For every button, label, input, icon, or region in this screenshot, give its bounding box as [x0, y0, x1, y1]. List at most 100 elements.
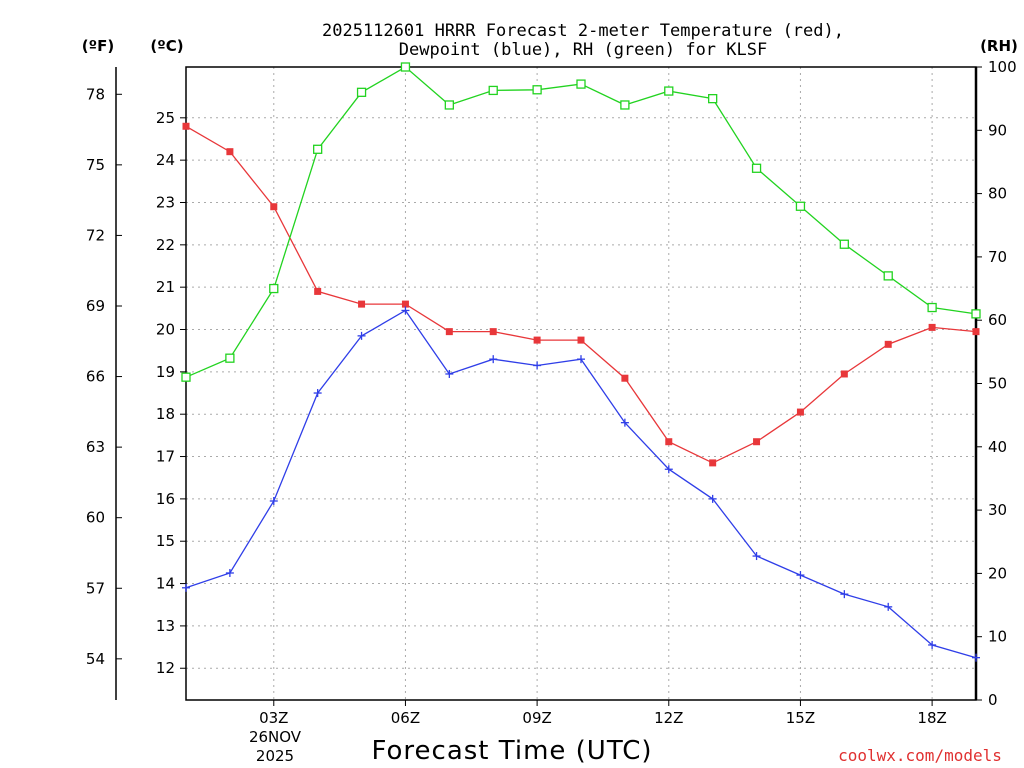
rh-point [444, 100, 454, 110]
celsius-tick-label: 15 [156, 532, 175, 550]
celsius-tick-label: 25 [156, 109, 175, 127]
series-temperature [182, 122, 980, 467]
plot-frame [185, 66, 977, 701]
dewpoint-point [489, 355, 498, 364]
rh-tick-label: 20 [988, 564, 1007, 582]
fahrenheit-tick-label: 60 [86, 509, 105, 527]
fahrenheit-tick-label: 54 [86, 650, 105, 668]
rh-point [620, 100, 630, 110]
temperature-point [665, 438, 673, 446]
celsius-tick-label: 17 [156, 448, 175, 466]
temperature-point [314, 287, 322, 295]
rh-tick-label: 70 [988, 248, 1007, 266]
dewpoint-point [708, 494, 717, 503]
rh-point [356, 87, 367, 97]
temperature-point [358, 300, 366, 308]
dewpoint-point [269, 496, 278, 505]
dewpoint-point [182, 583, 190, 592]
temperature-point [577, 336, 585, 344]
rh-point [795, 201, 806, 211]
credit-link[interactable]: coolwx.com/models [838, 746, 1002, 765]
grid-lines [186, 67, 976, 700]
dewpoint-point [313, 389, 322, 398]
temperature-point [753, 438, 761, 446]
rh-point [971, 309, 981, 319]
celsius-tick-label: 16 [156, 490, 175, 508]
fahrenheit-tick-label: 66 [86, 368, 105, 386]
celsius-tick-label: 24 [156, 151, 175, 169]
rh-tick-label: 0 [988, 691, 998, 709]
dewpoint-point [928, 640, 937, 649]
dewpoint-point [884, 602, 893, 611]
temperature-point [182, 122, 190, 130]
dewpoint-point [445, 369, 454, 378]
series-rh [181, 62, 981, 382]
temperature-point [840, 370, 848, 378]
x-tick-label: 03Z [259, 709, 288, 727]
rh-tick-label: 10 [988, 628, 1007, 646]
rh-point [883, 271, 893, 281]
rh-point [269, 283, 279, 294]
rh-unit-label: (RH) [980, 37, 1018, 55]
series-dewpoint [182, 306, 980, 662]
celsius-tick-label: 18 [156, 405, 175, 423]
temperature-point [796, 408, 804, 416]
fahrenheit-tick-label: 63 [86, 438, 105, 456]
celsius-unit-label: (ºC) [150, 37, 183, 55]
dewpoint-point [796, 571, 805, 580]
celsius-tick-label: 14 [156, 575, 175, 593]
rh-point [751, 163, 762, 173]
rh-point [839, 239, 849, 249]
temperature-point [270, 203, 278, 211]
temperature-point [226, 148, 234, 156]
x-date-line1: 26NOV [249, 728, 302, 746]
rh-point [313, 144, 323, 154]
temperature-point [884, 340, 892, 348]
fahrenheit-tick-label: 78 [86, 85, 105, 103]
dewpoint-point [357, 331, 366, 340]
temperature-point [621, 374, 629, 382]
rh-tick-label: 60 [988, 311, 1007, 329]
rh-line [185, 66, 977, 378]
rh-point [532, 85, 542, 95]
dewpoint-point [620, 418, 629, 427]
rh-tick-label: 80 [988, 185, 1007, 203]
celsius-tick-label: 20 [156, 321, 175, 339]
dewpoint-point [840, 590, 849, 599]
fahrenheit-tick-label: 69 [86, 297, 105, 315]
rh-tick-label: 90 [988, 121, 1007, 139]
tick-labels: 12 13 14 15 16 17 18 19 20 21 22 23 24 25 54 57 60 63 66 69… [86, 58, 1017, 727]
temperature-point [972, 328, 980, 336]
celsius-tick-label: 21 [156, 278, 175, 296]
chart-title-line1: 2025112601 HRRR Forecast 2-meter Tempera… [322, 21, 844, 41]
data-series [181, 62, 981, 662]
temperature-point [445, 328, 453, 336]
rh-tick-label: 50 [988, 375, 1007, 393]
rh-tick-label: 30 [988, 501, 1007, 519]
dewpoint-point [533, 361, 542, 370]
temperature-point [401, 300, 409, 308]
x-date-line2: 2025 [256, 747, 294, 765]
x-tick-label: 15Z [786, 709, 815, 727]
rh-tick-label: 100 [988, 58, 1017, 76]
temperature-point [928, 323, 936, 331]
temperature-point [709, 459, 717, 467]
x-tick-label: 06Z [391, 709, 420, 727]
rh-point [576, 79, 586, 89]
rh-point [708, 94, 718, 104]
x-tick-label: 12Z [654, 709, 683, 727]
chart-title-line2: Dewpoint (blue), RH (green) for KLSF [399, 40, 767, 60]
x-axis-label: Forecast Time (UTC) [371, 736, 652, 766]
fahrenheit-unit-label: (ºF) [82, 37, 114, 55]
dewpoint-point [972, 653, 980, 662]
dewpoint-point [577, 355, 585, 364]
rh-point [488, 85, 498, 96]
x-tick-label: 09Z [522, 709, 551, 727]
dewpoint-point [401, 306, 410, 315]
celsius-tick-label: 12 [156, 659, 175, 677]
rh-point [400, 62, 411, 72]
celsius-tick-label: 19 [156, 363, 175, 381]
dewpoint-point [225, 568, 234, 577]
celsius-tick-label: 23 [156, 193, 175, 211]
